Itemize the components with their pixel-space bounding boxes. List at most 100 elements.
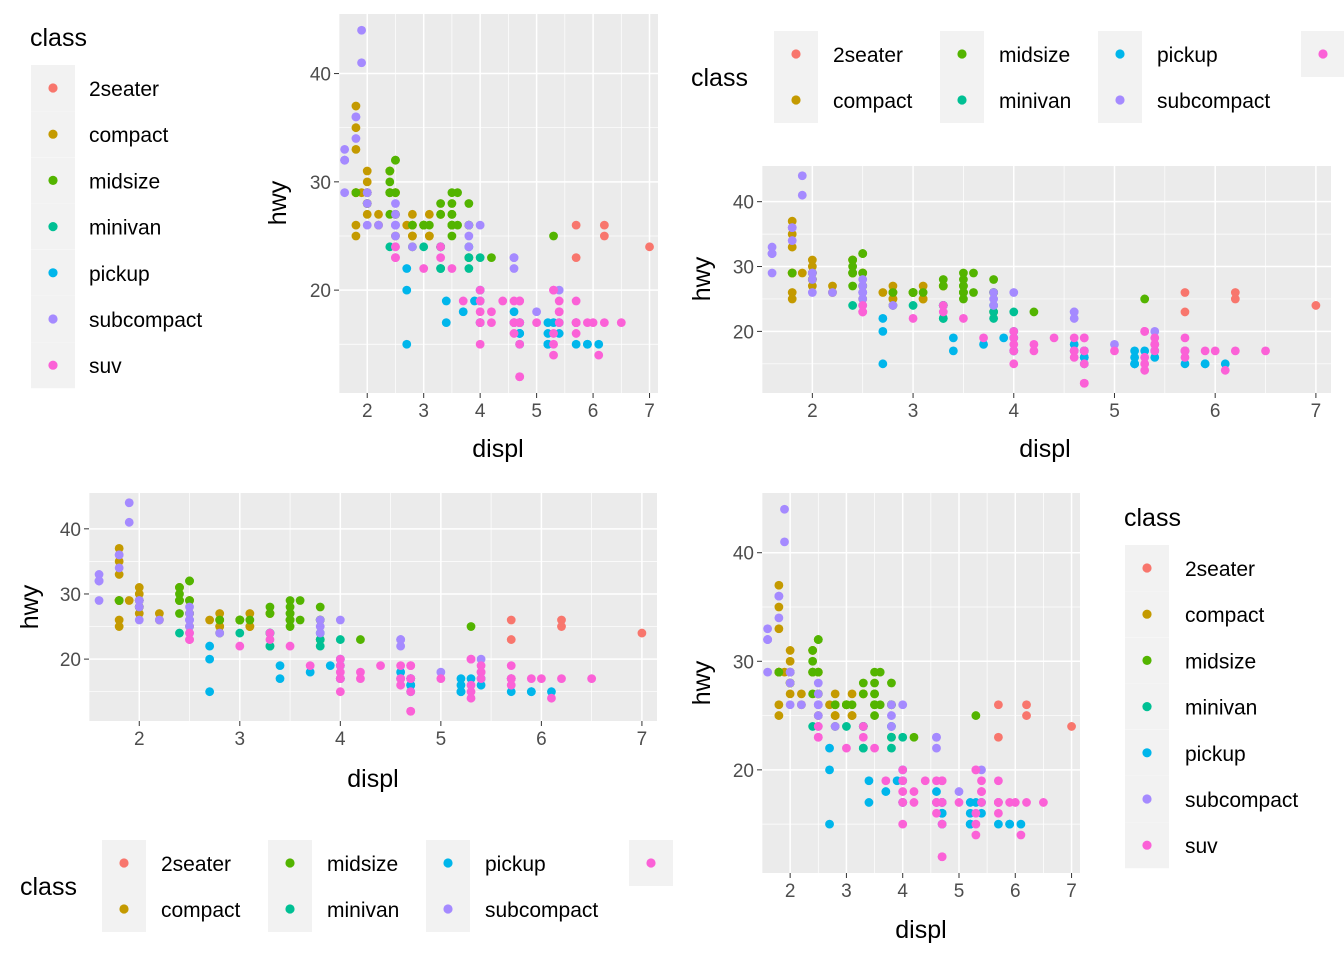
point-subcompact — [509, 253, 519, 263]
point-suv — [526, 674, 536, 684]
point-subcompact — [391, 199, 400, 208]
point-midsize — [351, 188, 361, 198]
point-compact — [407, 209, 417, 219]
point-2seater — [506, 615, 516, 625]
point-midsize — [1140, 294, 1150, 304]
point-subcompact — [932, 732, 941, 742]
point-subcompact — [763, 667, 773, 677]
point-subcompact — [134, 596, 144, 605]
point-subcompact — [1069, 307, 1079, 317]
point-midsize — [285, 622, 295, 631]
point-midsize — [447, 231, 457, 241]
point-subcompact — [476, 654, 486, 664]
x-tick-label: 4 — [335, 729, 346, 750]
legend-key-point — [1318, 49, 1328, 59]
point-suv — [335, 654, 345, 664]
point-compact — [774, 580, 784, 590]
point-suv — [1220, 365, 1230, 375]
point-suv — [1009, 346, 1019, 356]
legend-label-pickup: pickup — [485, 853, 546, 876]
point-suv — [937, 776, 947, 786]
point-midsize — [185, 576, 194, 586]
point-compact — [351, 231, 361, 241]
point-compact — [785, 646, 795, 655]
point-subcompact — [315, 628, 325, 638]
legend-label-midsize: midsize — [999, 44, 1070, 67]
point-pickup — [1220, 359, 1230, 369]
point-midsize — [436, 209, 446, 219]
point-subcompact — [475, 220, 485, 230]
legend-key-point — [957, 49, 967, 59]
point-pickup — [402, 285, 412, 295]
point-compact — [362, 209, 372, 219]
point-subcompact — [391, 231, 400, 241]
legend-label-suv: suv — [1185, 835, 1218, 858]
point-midsize — [808, 656, 818, 666]
point-pickup — [881, 787, 891, 796]
point-suv — [406, 674, 416, 684]
point-suv — [476, 674, 486, 684]
point-suv — [858, 307, 868, 317]
point-midsize — [787, 268, 797, 278]
point-compact — [424, 231, 434, 241]
point-subcompact — [785, 678, 795, 688]
x-tick-label: 7 — [637, 729, 648, 750]
point-midsize — [185, 596, 194, 605]
y-tick-label: 40 — [733, 193, 754, 214]
point-compact — [362, 177, 372, 187]
point-subcompact — [989, 294, 999, 304]
point-pickup — [932, 787, 941, 796]
point-suv — [376, 661, 385, 671]
point-compact — [774, 602, 784, 612]
point-midsize — [175, 583, 184, 592]
point-suv — [977, 787, 986, 796]
point-2seater — [993, 732, 1003, 742]
point-pickup — [1016, 819, 1026, 829]
y-tick-label: 30 — [733, 258, 754, 279]
point-pickup — [878, 314, 888, 323]
point-pickup — [205, 687, 215, 697]
point-midsize — [959, 294, 968, 304]
point-suv — [475, 296, 485, 306]
point-subcompact — [362, 199, 372, 208]
legend: class 2seater compact midsize minivan pickup… — [20, 840, 673, 932]
legend-key-point — [48, 222, 58, 232]
plot-background — [89, 493, 657, 721]
point-suv — [335, 687, 345, 697]
point-midsize — [969, 288, 978, 297]
point-compact — [407, 231, 417, 241]
point-subcompact — [374, 220, 383, 230]
point-subcompact — [887, 711, 896, 720]
point-subcompact — [830, 722, 840, 731]
legend-key-point — [48, 360, 58, 370]
point-subcompact — [787, 236, 797, 245]
point-suv — [466, 687, 476, 697]
point-suv — [1110, 346, 1119, 356]
point-midsize — [285, 596, 295, 605]
point-pickup — [402, 264, 412, 273]
point-subcompact — [357, 25, 366, 35]
point-minivan — [938, 314, 948, 323]
point-suv — [909, 798, 919, 807]
point-suv — [549, 329, 558, 338]
point-subcompact — [774, 591, 784, 601]
y-tick-label: 30 — [310, 173, 331, 194]
point-2seater — [506, 635, 516, 644]
point-suv — [487, 307, 496, 317]
x-tick-label: 2 — [362, 401, 373, 422]
legend-key-point — [1142, 840, 1152, 850]
point-suv — [1009, 326, 1019, 336]
point-midsize — [774, 667, 784, 677]
point-subcompact — [340, 155, 350, 165]
point-subcompact — [357, 58, 366, 68]
point-suv — [993, 776, 1003, 786]
point-suv — [1150, 346, 1160, 356]
x-tick-label: 2 — [134, 729, 145, 750]
legend-key-point — [48, 314, 58, 324]
point-suv — [1005, 798, 1015, 807]
point-midsize — [888, 288, 898, 297]
point-pickup — [441, 318, 451, 328]
point-midsize — [407, 220, 417, 230]
point-subcompact — [780, 537, 789, 547]
x-tick-label: 5 — [436, 729, 447, 750]
